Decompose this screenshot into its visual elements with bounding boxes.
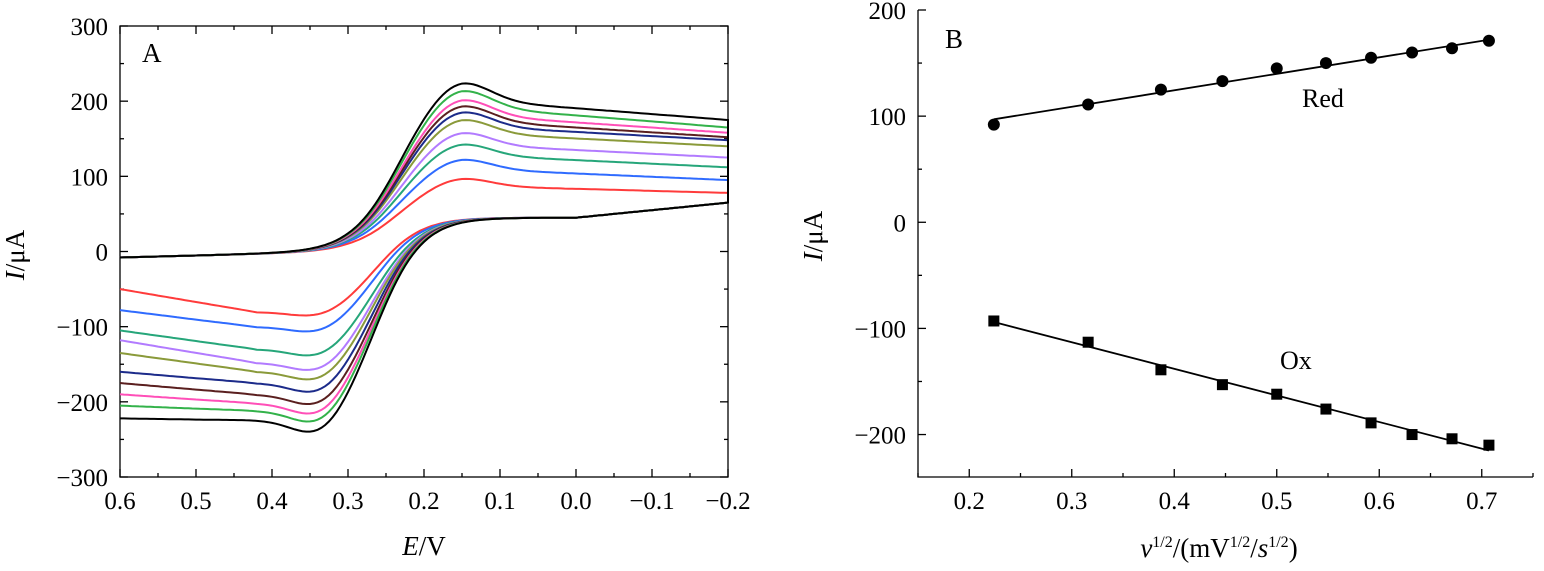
y-tick-label: 100 bbox=[869, 104, 907, 131]
series-label-red: Red bbox=[1302, 84, 1344, 113]
panel-a-x-ticks: 0.6 0.5 0.4 0.3 0.2 0.1 0.0 −0.1 −0.2 bbox=[104, 26, 751, 515]
fit-line-ox bbox=[993, 321, 1490, 452]
cv-curve-2 bbox=[119, 158, 729, 333]
point-ox bbox=[1082, 336, 1094, 348]
point-red bbox=[1365, 51, 1378, 64]
point-red bbox=[1482, 34, 1495, 47]
panel-b-y-ticks: −200 −100 0 100 200 bbox=[854, 0, 926, 450]
x-tick-label: −0.1 bbox=[629, 488, 674, 515]
panel-a-y-ticks: −300 −200 −100 0 100 200 300 bbox=[56, 14, 728, 492]
x-tick-label: 0.3 bbox=[332, 488, 363, 515]
y-tick-label: 100 bbox=[71, 164, 109, 191]
y-tick-label: −200 bbox=[56, 390, 108, 417]
x-tick-label: 0.5 bbox=[180, 488, 211, 515]
panel-a-curves bbox=[119, 82, 729, 433]
point-red bbox=[1082, 98, 1095, 111]
x-tick-label: 0.1 bbox=[484, 488, 515, 515]
point-ox bbox=[1155, 364, 1167, 376]
y-tick-label: 0 bbox=[894, 210, 907, 237]
x-tick-label: 0.4 bbox=[1159, 488, 1191, 515]
panel-b-x-axis-title: v1/2/(mV1/2/s1/2) bbox=[1140, 533, 1297, 563]
point-ox bbox=[1216, 379, 1228, 391]
point-red bbox=[1154, 83, 1167, 96]
point-ox bbox=[1483, 439, 1495, 451]
point-ox bbox=[1446, 433, 1458, 445]
panel-a-letter: A bbox=[142, 38, 162, 68]
cv-curve-6 bbox=[119, 111, 729, 393]
point-red bbox=[1406, 46, 1419, 59]
point-ox bbox=[1365, 417, 1377, 429]
panel-b-x-ticks: 0.2 0.3 0.4 0.5 0.6 0.7 bbox=[917, 469, 1534, 515]
y-tick-label: 300 bbox=[71, 14, 109, 41]
y-tick-label: −100 bbox=[56, 315, 108, 342]
y-tick-label: −200 bbox=[854, 423, 906, 450]
panel-a-y-axis-title: I/μA bbox=[0, 229, 30, 281]
x-tick-label: 0.4 bbox=[256, 488, 288, 515]
point-ox bbox=[1406, 429, 1418, 441]
panel-a-x-axis-title: E/V bbox=[401, 531, 446, 561]
x-tick-label: 0.5 bbox=[1261, 488, 1292, 515]
x-tick-label: 0.2 bbox=[954, 488, 985, 515]
x-tick-label: 0.6 bbox=[104, 488, 135, 515]
panel-a: A 0.6 0.5 0.4 0.3 0.2 0.1 0.0 −0.1 −0.2 −300 −200… bbox=[0, 14, 751, 561]
y-tick-label: −300 bbox=[56, 465, 108, 492]
point-red bbox=[1319, 57, 1332, 70]
x-tick-label: −0.2 bbox=[705, 488, 750, 515]
point-red bbox=[1270, 62, 1283, 75]
cv-curve-1 bbox=[119, 177, 729, 317]
point-ox bbox=[988, 315, 1000, 327]
x-tick-label: 0.7 bbox=[1466, 488, 1497, 515]
x-tick-label: 0.6 bbox=[1364, 488, 1395, 515]
x-tick-label: 0.0 bbox=[560, 488, 591, 515]
point-red bbox=[987, 118, 1000, 131]
point-red bbox=[1446, 42, 1459, 55]
y-tick-label: −100 bbox=[854, 316, 906, 343]
panel-b-letter: B bbox=[945, 24, 963, 54]
y-tick-label: 200 bbox=[869, 0, 907, 25]
series-label-ox: Ox bbox=[1280, 346, 1312, 375]
cv-curve-10 bbox=[119, 82, 729, 433]
panel-b-y-axis-title: I/μA bbox=[798, 210, 828, 262]
x-tick-label: 0.2 bbox=[408, 488, 439, 515]
panel-b: B 0.2 0.3 0.4 0.5 0.6 0.7 −200 −100 0 100 200 Red… bbox=[798, 0, 1534, 563]
point-ox bbox=[1271, 388, 1283, 400]
panel-b-series bbox=[987, 34, 1495, 452]
y-tick-label: 0 bbox=[96, 240, 109, 267]
point-ox bbox=[1320, 403, 1332, 415]
x-tick-label: 0.3 bbox=[1056, 488, 1087, 515]
y-tick-label: 200 bbox=[71, 89, 109, 116]
point-red bbox=[1216, 75, 1229, 88]
